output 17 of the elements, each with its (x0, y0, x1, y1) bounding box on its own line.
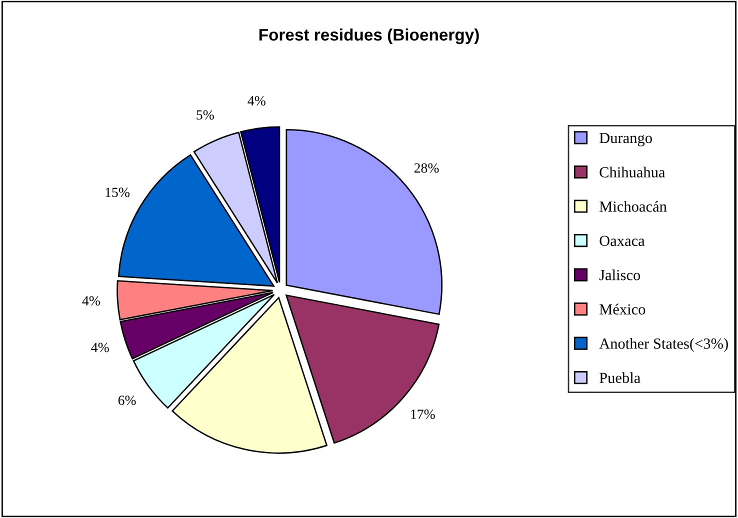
legend-label: Puebla (600, 372, 640, 384)
data-label: 4% (91, 342, 109, 352)
legend-label: Jalisco (599, 270, 640, 280)
data-label: 15% (106, 188, 130, 198)
data-label: 6% (118, 396, 136, 406)
data-label: 4% (82, 296, 100, 306)
data-label: 28% (414, 163, 439, 173)
legend-label: Durango (600, 132, 652, 146)
data-label: 5% (196, 110, 214, 120)
legend-label: México (600, 304, 646, 315)
legend-label: Michoacán (600, 200, 667, 212)
data-label: 4% (248, 96, 266, 106)
legend-label: Oaxaca (600, 236, 645, 246)
legend-label: Chihuahua (600, 166, 666, 178)
legend-label: Another States(<3%) (599, 338, 728, 352)
chart-title: Forest residues (Bioenergy) (259, 28, 479, 44)
data-label: 17% (411, 410, 435, 419)
